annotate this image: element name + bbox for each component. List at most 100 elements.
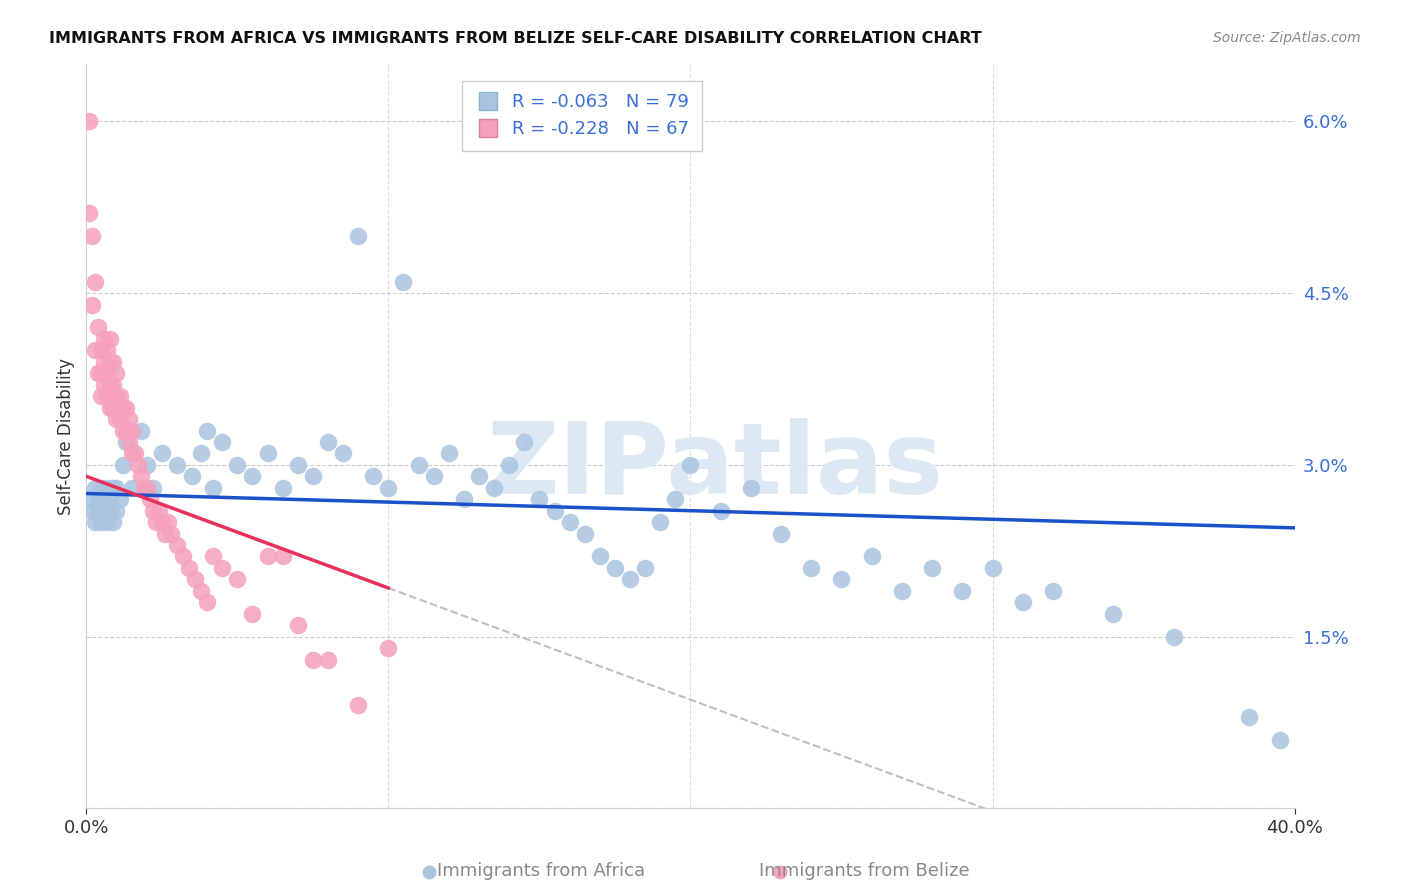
Point: [347, 698, 370, 713]
Point: [132, 481, 155, 495]
Text: Immigrants from Africa: Immigrants from Africa: [437, 862, 645, 880]
Point: [160, 526, 183, 541]
Point: [513, 434, 536, 449]
Point: [190, 583, 212, 598]
Text: Source: ZipAtlas.com: Source: ZipAtlas.com: [1213, 31, 1361, 45]
Point: [256, 549, 278, 564]
Point: [96, 481, 118, 495]
Point: [100, 355, 122, 369]
Point: [679, 458, 702, 472]
Point: [84, 481, 107, 495]
Point: [316, 652, 339, 666]
Point: [127, 458, 149, 472]
Point: [302, 652, 325, 666]
Point: [121, 481, 143, 495]
Text: ZIPatlas: ZIPatlas: [486, 417, 943, 515]
Point: [242, 469, 264, 483]
Point: [664, 492, 686, 507]
Point: [111, 401, 134, 415]
Point: [84, 515, 107, 529]
Point: [650, 515, 672, 529]
Point: [1268, 732, 1291, 747]
Point: [93, 377, 115, 392]
Point: [740, 481, 762, 495]
Point: [96, 343, 118, 358]
Point: [287, 458, 309, 472]
Point: [124, 446, 146, 460]
Point: [145, 515, 167, 529]
Point: [211, 561, 233, 575]
Point: [377, 481, 399, 495]
Point: [770, 526, 793, 541]
Point: [150, 515, 173, 529]
Point: [166, 538, 188, 552]
Point: [84, 343, 107, 358]
Point: [103, 481, 125, 495]
Point: [468, 469, 491, 483]
Point: [82, 228, 104, 243]
Point: [271, 481, 294, 495]
Point: [316, 434, 339, 449]
Point: [242, 607, 264, 621]
Point: [226, 573, 249, 587]
Point: [117, 412, 139, 426]
Point: [93, 355, 115, 369]
Point: [87, 504, 110, 518]
Point: [82, 504, 104, 518]
Point: [150, 446, 173, 460]
Point: [108, 412, 131, 426]
Point: [332, 446, 354, 460]
Point: [108, 492, 131, 507]
Point: [100, 492, 122, 507]
Point: [96, 515, 118, 529]
Point: [603, 561, 626, 575]
Point: [90, 343, 112, 358]
Point: [90, 481, 112, 495]
Point: [100, 504, 122, 518]
Point: [100, 377, 122, 392]
Point: [347, 228, 370, 243]
Legend: R = -0.063   N = 79, R = -0.228   N = 67: R = -0.063 N = 79, R = -0.228 N = 67: [461, 80, 702, 151]
Point: [103, 355, 125, 369]
Point: [1042, 583, 1064, 598]
Point: [166, 458, 188, 472]
Point: [195, 595, 218, 609]
Point: [482, 481, 505, 495]
Point: [634, 561, 657, 575]
Point: [498, 458, 520, 472]
Point: [211, 434, 233, 449]
Point: [710, 504, 733, 518]
Point: [190, 446, 212, 460]
Point: [800, 561, 823, 575]
Point: [921, 561, 943, 575]
Point: [93, 504, 115, 518]
Point: [90, 366, 112, 380]
Point: [103, 401, 125, 415]
Point: [111, 458, 134, 472]
Point: [82, 297, 104, 311]
Point: [93, 492, 115, 507]
Point: [142, 481, 165, 495]
Point: [287, 618, 309, 632]
Point: [361, 469, 384, 483]
Point: [172, 549, 194, 564]
Point: [181, 469, 204, 483]
Point: [117, 434, 139, 449]
Point: [1011, 595, 1033, 609]
Point: [111, 424, 134, 438]
Y-axis label: Self-Care Disability: Self-Care Disability: [58, 358, 75, 515]
Point: [105, 504, 128, 518]
Point: [184, 573, 207, 587]
Point: [1239, 710, 1261, 724]
Point: [108, 389, 131, 403]
Point: [619, 573, 641, 587]
Point: [79, 114, 101, 128]
Point: [142, 504, 165, 518]
Point: [377, 641, 399, 656]
Point: [256, 446, 278, 460]
Point: [105, 412, 128, 426]
Point: [138, 492, 160, 507]
Point: [202, 549, 225, 564]
Point: [981, 561, 1004, 575]
Point: [392, 275, 415, 289]
